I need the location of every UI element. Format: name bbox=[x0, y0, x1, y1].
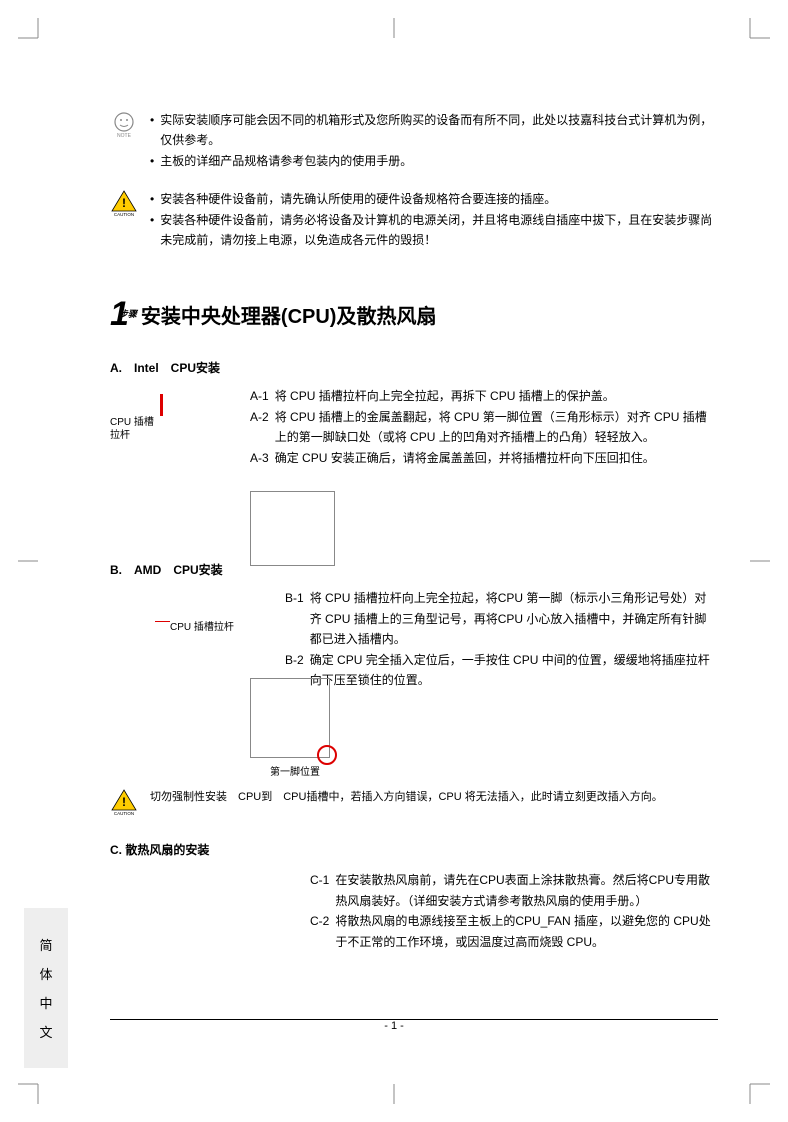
intel-section: A. Intel CPU安装 CPU 插槽 拉杆 A-1 将 CPU 插槽拉杆向上… bbox=[110, 359, 718, 526]
intel-step-label: A-1 bbox=[250, 386, 269, 406]
intel-step-text: 确定 CPU 安装正确后，请将金属盖盖回，并将插槽拉杆向下压回扣住。 bbox=[275, 448, 655, 468]
fan-step: C-2 将散热风扇的电源线接至主板上的CPU_FAN 插座，以避免您的 CPU处于… bbox=[310, 911, 718, 952]
crop-mark-lc bbox=[18, 551, 38, 571]
note-item: •实际安装顺序可能会因不同的机箱形式及您所购买的设备而有所不同，此处以技嘉科技台… bbox=[150, 110, 718, 151]
fan-step-label: C-2 bbox=[310, 911, 329, 952]
intel-lever-label: CPU 插槽 拉杆 bbox=[110, 416, 154, 442]
svg-text:CAUTION: CAUTION bbox=[114, 212, 134, 217]
crop-mark-tl bbox=[18, 18, 48, 48]
note-text: 实际安装顺序可能会因不同的机箱形式及您所购买的设备而有所不同，此处以技嘉科技台式… bbox=[160, 110, 718, 151]
fan-step-text: 在安装散热风扇前，请先在CPU表面上涂抹散热膏。然后将CPU专用散热风扇装好。（… bbox=[335, 870, 718, 911]
warning-block: ! CAUTION 切勿强制性安装 CPU到 CPU插槽中，若插入方向错误，CPU… bbox=[110, 788, 718, 821]
step-number: 1 步骤 bbox=[110, 295, 129, 334]
amd-lever-label: CPU 插槽拉杆 bbox=[170, 618, 234, 633]
crop-mark-tr bbox=[740, 18, 770, 48]
crop-mark-br bbox=[740, 1074, 770, 1104]
note-item: •主板的详细产品规格请参考包装内的使用手册。 bbox=[150, 151, 718, 171]
step-header: 1 步骤 安装中央处理器(CPU)及散热风扇 bbox=[110, 295, 718, 334]
tab-char: 文 bbox=[39, 1022, 52, 1041]
intel-step-label: A-3 bbox=[250, 448, 269, 468]
amd-diagram bbox=[250, 678, 330, 758]
crop-mark-bc bbox=[384, 1084, 404, 1104]
intel-lever-label-2: 拉杆 bbox=[110, 430, 130, 441]
fan-step-label: C-1 bbox=[310, 870, 329, 911]
svg-text:!: ! bbox=[122, 795, 126, 809]
crop-mark-rc bbox=[750, 551, 770, 571]
language-tab: 简 体 中 文 bbox=[24, 908, 68, 1068]
note-icon: NOTE bbox=[110, 110, 140, 171]
svg-text:!: ! bbox=[122, 196, 126, 210]
caution-icon: ! CAUTION bbox=[110, 788, 140, 821]
step-title: 安装中央处理器(CPU)及散热风扇 bbox=[141, 300, 437, 329]
amd-section: B. AMD CPU安装 CPU 插槽拉杆 B-1 将 CPU 插槽拉杆向上完全拉… bbox=[110, 561, 718, 768]
warning-text: 切勿强制性安装 CPU到 CPU插槽中，若插入方向错误，CPU 将无法插入，此时… bbox=[150, 788, 663, 821]
page-content: NOTE •实际安装顺序可能会因不同的机箱形式及您所购买的设备而有所不同，此处以… bbox=[110, 110, 718, 1032]
intel-lever-label-1: CPU 插槽 bbox=[110, 417, 154, 428]
tab-char: 中 bbox=[39, 993, 52, 1012]
caution-item: •安装各种硬件设备前，请务必将设备及计算机的电源关闭，并且将电源线自插座中拔下，… bbox=[150, 210, 718, 251]
amd-step-text: 将 CPU 插槽拉杆向上完全拉起，将CPU 第一脚（标示小三角形记号处）对齐 C… bbox=[310, 588, 718, 649]
svg-text:NOTE: NOTE bbox=[117, 133, 132, 138]
amd-step: B-2确定 CPU 完全插入定位后，一手按住 CPU 中间的位置，缓缓地将插座拉… bbox=[285, 650, 718, 691]
fan-title: C. 散热风扇的安装 bbox=[110, 841, 718, 858]
intel-diagram bbox=[250, 491, 335, 566]
fan-step-text: 将散热风扇的电源线接至主板上的CPU_FAN 插座，以避免您的 CPU处于不正常… bbox=[335, 911, 718, 952]
amd-pin1-circle bbox=[317, 745, 337, 765]
tab-char: 体 bbox=[39, 964, 52, 983]
fan-step: C-1 在安装散热风扇前，请先在CPU表面上涂抹散热膏。然后将CPU专用散热风扇装… bbox=[310, 870, 718, 911]
crop-mark-bl bbox=[18, 1074, 48, 1104]
amd-step-text: 确定 CPU 完全插入定位后，一手按住 CPU 中间的位置，缓缓地将插座拉杆向下… bbox=[310, 650, 718, 691]
intel-title: A. Intel CPU安装 bbox=[110, 359, 718, 376]
step-sub-text: 步骤 bbox=[119, 307, 137, 320]
page-number: - 1 - bbox=[384, 1020, 404, 1032]
note-text: 主板的详细产品规格请参考包装内的使用手册。 bbox=[160, 151, 412, 171]
footer-rule bbox=[110, 1019, 718, 1020]
intel-step-text: 将 CPU 插槽上的金属盖翻起，将 CPU 第一脚位置（三角形标示）对齐 CPU… bbox=[275, 407, 718, 448]
note-block: NOTE •实际安装顺序可能会因不同的机箱形式及您所购买的设备而有所不同，此处以… bbox=[110, 110, 718, 171]
crop-mark-tc bbox=[384, 18, 404, 38]
caution-text: 安装各种硬件设备前，请先确认所使用的硬件设备规格符合要连接的插座。 bbox=[160, 189, 556, 209]
intel-step-label: A-2 bbox=[250, 407, 269, 448]
amd-pin-label: 第一脚位置 bbox=[270, 763, 320, 778]
fan-section: C. 散热风扇的安装 C-1 在安装散热风扇前，请先在CPU表面上涂抹散热膏。然后… bbox=[110, 841, 718, 952]
svg-text:CAUTION: CAUTION bbox=[114, 811, 134, 816]
amd-step-label: B-1 bbox=[285, 588, 304, 649]
intel-lever-indicator bbox=[160, 394, 163, 416]
caution-item: •安装各种硬件设备前，请先确认所使用的硬件设备规格符合要连接的插座。 bbox=[150, 189, 718, 209]
amd-step: B-1 将 CPU 插槽拉杆向上完全拉起，将CPU 第一脚（标示小三角形记号处）对… bbox=[285, 588, 718, 649]
intel-step: A-3 确定 CPU 安装正确后，请将金属盖盖回，并将插槽拉杆向下压回扣住。 bbox=[250, 448, 718, 468]
amd-lever-indicator bbox=[155, 621, 170, 622]
tab-char: 简 bbox=[39, 935, 52, 954]
intel-step-text: 将 CPU 插槽拉杆向上完全拉起，再拆下 CPU 插槽上的保护盖。 bbox=[275, 386, 615, 406]
intel-step: A-1 将 CPU 插槽拉杆向上完全拉起，再拆下 CPU 插槽上的保护盖。 bbox=[250, 386, 718, 406]
intel-step: A-2 将 CPU 插槽上的金属盖翻起，将 CPU 第一脚位置（三角形标示）对齐 … bbox=[250, 407, 718, 448]
amd-title: B. AMD CPU安装 bbox=[110, 561, 718, 578]
caution-text: 安装各种硬件设备前，请务必将设备及计算机的电源关闭，并且将电源线自插座中拔下，且… bbox=[160, 210, 718, 251]
caution-block: ! CAUTION •安装各种硬件设备前，请先确认所使用的硬件设备规格符合要连接的… bbox=[110, 189, 718, 250]
caution-icon: ! CAUTION bbox=[110, 189, 140, 250]
